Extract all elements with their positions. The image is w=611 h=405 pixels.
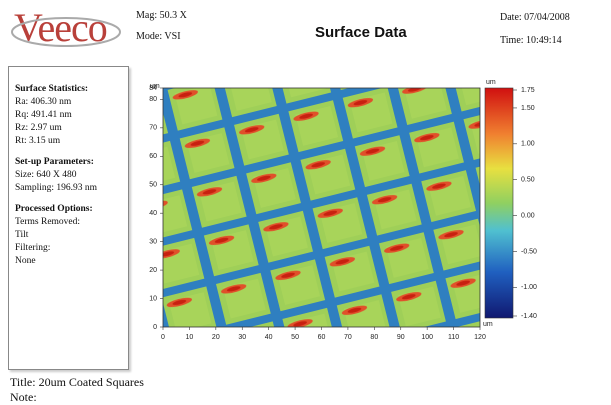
x-tick-label: 40 <box>265 334 273 341</box>
colorbar-tick-label: 1.00 <box>521 141 535 148</box>
colorbar-tick-label: 0.00 <box>521 212 535 219</box>
x-tick-label: 0 <box>161 334 165 341</box>
y-tick-label: 50 <box>149 182 157 189</box>
x-tick-label: 30 <box>238 334 246 341</box>
colorbar-unit: um <box>486 79 496 86</box>
y-tick-label: 20 <box>149 267 157 274</box>
x-tick-label: 20 <box>212 334 220 341</box>
y-tick-label: 60 <box>149 153 157 160</box>
colorbar-tick-label: 0.50 <box>521 177 535 184</box>
x-tick-label: 110 <box>448 334 459 341</box>
y-tick-label: 80 <box>149 96 157 103</box>
y-tick-label: 70 <box>149 125 157 132</box>
x-tick-label: 90 <box>397 334 405 341</box>
x-tick-label: 100 <box>421 334 433 341</box>
x-tick-label: 80 <box>370 334 378 341</box>
footer-title: Title: 20um Coated Squares <box>10 375 144 390</box>
colorbar-tick-label: -0.50 <box>521 248 537 255</box>
y-tick-label: 30 <box>149 238 157 245</box>
y-tick-label: 10 <box>149 295 157 302</box>
y-tick-label: 0 <box>153 324 157 331</box>
footer-note: Note: <box>10 390 37 405</box>
x-tick-label: 50 <box>291 334 299 341</box>
x-tick-label: 60 <box>318 334 326 341</box>
heightmap <box>163 88 480 327</box>
x-tick-label: 70 <box>344 334 352 341</box>
y-tick-label: 84 <box>149 85 157 92</box>
colorbar-tick-label: 1.50 <box>521 105 535 112</box>
page: {"header": {"logo": "Veeco", "mag": "Mag… <box>0 0 611 405</box>
y-tick-label: 40 <box>149 210 157 217</box>
colorbar-tick-label: -1.40 <box>521 313 537 320</box>
colorbar <box>485 88 513 318</box>
x-tick-label: 120 <box>474 334 486 341</box>
x-unit: um <box>483 321 493 328</box>
surface-plot: um um um 0102030405060708090100110120010… <box>0 0 611 405</box>
colorbar-tick-label: -1.00 <box>521 284 537 291</box>
x-tick-label: 10 <box>186 334 194 341</box>
colorbar-tick-label: 1.75 <box>521 87 535 94</box>
